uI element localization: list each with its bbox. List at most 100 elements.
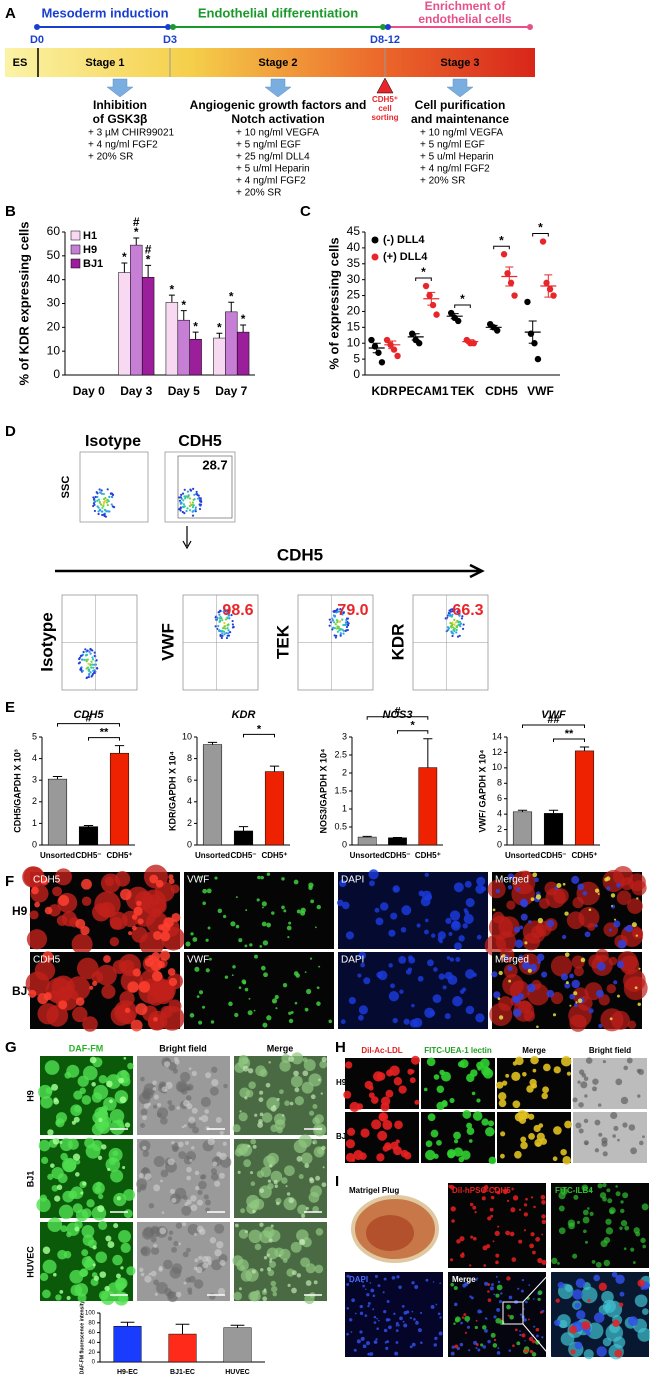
cell bbox=[54, 868, 73, 886]
y-tick-label: 30 bbox=[47, 296, 61, 310]
cell bbox=[305, 1280, 312, 1286]
cell bbox=[495, 1260, 499, 1265]
cell bbox=[642, 1244, 647, 1249]
cell bbox=[103, 1097, 117, 1111]
cell bbox=[93, 1275, 100, 1281]
row-label: TEK bbox=[273, 624, 292, 659]
cell bbox=[265, 1082, 271, 1088]
cell bbox=[275, 1007, 278, 1010]
micrograph bbox=[573, 1112, 647, 1163]
cell bbox=[37, 1003, 59, 1025]
cell bbox=[288, 1197, 294, 1204]
cell bbox=[301, 1213, 306, 1218]
cell bbox=[390, 983, 395, 989]
cell bbox=[328, 1019, 333, 1024]
significance-label: * bbox=[499, 233, 504, 247]
cell bbox=[313, 1280, 318, 1285]
data-point bbox=[550, 292, 557, 299]
bracket bbox=[88, 737, 120, 741]
cell bbox=[345, 1061, 353, 1069]
cell bbox=[199, 876, 202, 879]
flow-event bbox=[231, 623, 235, 626]
flow-event bbox=[97, 510, 100, 513]
flow-event bbox=[186, 490, 190, 493]
cell bbox=[159, 950, 171, 961]
cell bbox=[606, 886, 611, 891]
cell bbox=[495, 1317, 501, 1324]
timeline-dot bbox=[165, 24, 171, 30]
cell bbox=[124, 1122, 131, 1128]
cell bbox=[144, 1275, 152, 1283]
panel-label: D bbox=[5, 423, 16, 440]
cell bbox=[243, 1159, 252, 1168]
cell bbox=[235, 896, 238, 899]
flow-event bbox=[93, 509, 97, 513]
cell bbox=[521, 1279, 525, 1282]
cell bbox=[296, 909, 301, 914]
cell bbox=[374, 907, 380, 913]
day-label: D8-12 bbox=[370, 34, 400, 46]
flow-event bbox=[449, 610, 452, 613]
cell bbox=[257, 875, 261, 880]
cell bbox=[374, 1274, 378, 1278]
cell bbox=[282, 983, 288, 988]
error-bar bbox=[544, 274, 553, 298]
flow-event bbox=[91, 658, 95, 661]
cell bbox=[81, 1249, 89, 1257]
stage-label: Stage 1 bbox=[85, 57, 124, 69]
cell bbox=[59, 1289, 64, 1294]
cell bbox=[376, 1153, 385, 1162]
cell bbox=[546, 989, 555, 998]
cell bbox=[109, 1099, 113, 1104]
flow-event bbox=[98, 488, 101, 491]
x-tick-label: TEK bbox=[451, 384, 475, 398]
cell bbox=[150, 1246, 160, 1255]
cell bbox=[171, 1246, 178, 1253]
cell bbox=[497, 1225, 500, 1228]
cell bbox=[47, 1217, 63, 1232]
cell bbox=[569, 1004, 572, 1007]
cell bbox=[640, 1285, 645, 1290]
cell bbox=[524, 1348, 529, 1353]
cell bbox=[510, 1207, 516, 1213]
y-tick-label: 40 bbox=[47, 272, 61, 286]
cell bbox=[92, 1181, 105, 1195]
cell bbox=[484, 1328, 488, 1333]
cell bbox=[118, 1077, 125, 1084]
cell bbox=[599, 1192, 607, 1199]
cell bbox=[553, 1319, 561, 1326]
cell bbox=[603, 1259, 611, 1267]
y-tick-label: 8 bbox=[187, 753, 192, 763]
cell bbox=[168, 1104, 175, 1111]
cell bbox=[346, 1307, 350, 1310]
flow-event bbox=[330, 628, 334, 631]
flow-event bbox=[459, 625, 462, 628]
cell bbox=[142, 1090, 151, 1100]
cell bbox=[560, 1188, 568, 1196]
cell bbox=[574, 1341, 583, 1350]
cell bbox=[153, 1094, 159, 1100]
cell bbox=[97, 1155, 103, 1160]
cell bbox=[205, 1256, 212, 1262]
panel-label: H bbox=[335, 1039, 346, 1056]
cell bbox=[612, 1319, 620, 1328]
cell bbox=[160, 931, 171, 942]
cell bbox=[89, 1056, 97, 1064]
cell bbox=[278, 1254, 281, 1257]
flow-event bbox=[88, 650, 91, 654]
cell bbox=[507, 885, 513, 890]
cell bbox=[202, 1005, 206, 1009]
flow-event bbox=[336, 619, 339, 622]
cell bbox=[409, 1345, 413, 1349]
bracket bbox=[454, 304, 471, 309]
cell bbox=[149, 894, 161, 906]
cell bbox=[530, 897, 535, 902]
cell bbox=[532, 1068, 537, 1073]
zoom-lines bbox=[522, 1271, 552, 1358]
cell bbox=[542, 1086, 549, 1094]
flow-event bbox=[446, 616, 449, 619]
cell bbox=[444, 1013, 451, 1020]
cell bbox=[541, 1199, 546, 1205]
cell bbox=[382, 1291, 385, 1294]
cell bbox=[405, 1310, 410, 1314]
